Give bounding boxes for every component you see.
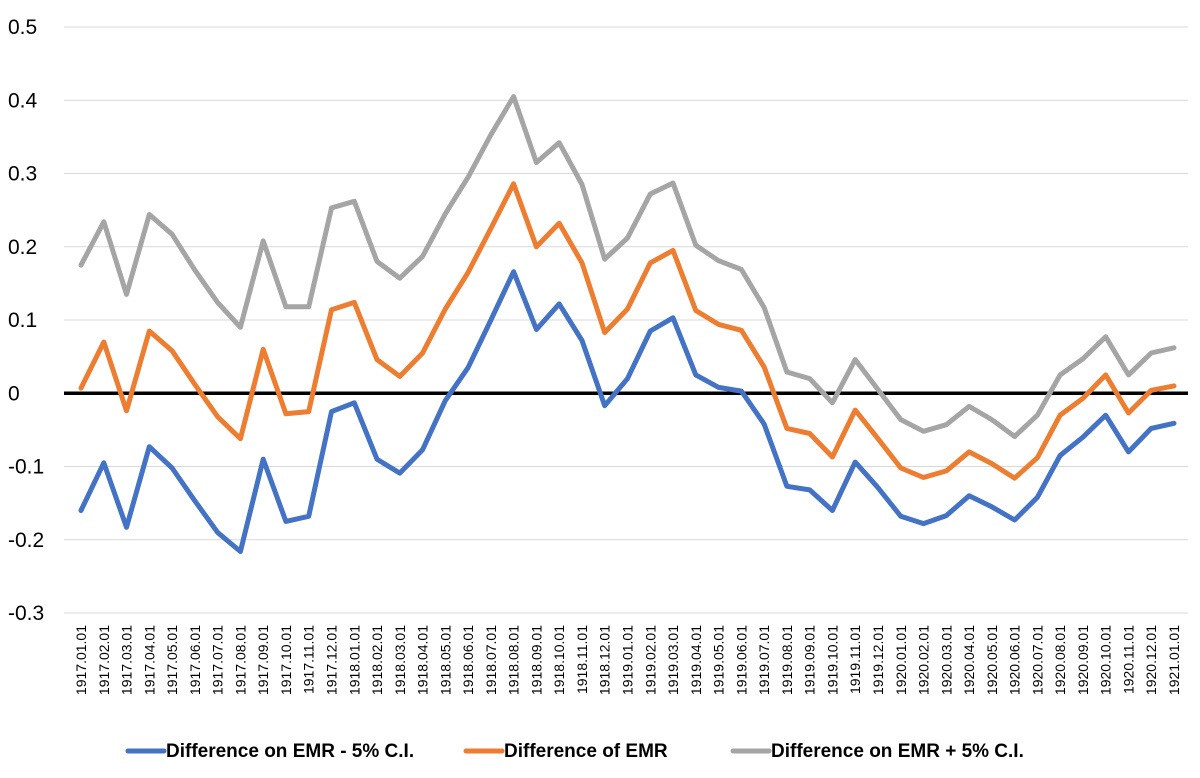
x-tick-label: 1917.08.01 [232, 625, 248, 695]
legend-label-3: Difference on EMR + 5% C.I. [771, 741, 1024, 762]
series-line-2 [78, 181, 1177, 481]
x-tick-label: 1917.05.01 [164, 625, 180, 695]
x-tick-label: 1919.02.01 [642, 625, 658, 695]
x-tick-label: 1919.07.01 [756, 625, 772, 695]
x-tick-label: 1919.12.01 [870, 625, 886, 695]
x-tick-label: 1919.04.01 [688, 625, 704, 695]
x-tick-label: 1920.02.01 [916, 625, 932, 695]
x-tick-label: 1917.10.01 [278, 625, 294, 695]
y-tick-label: -0.3 [8, 602, 44, 625]
y-tick-label: 0 [8, 382, 20, 405]
x-tick-label: 1920.07.01 [1029, 625, 1045, 695]
x-tick-label: 1919.10.01 [824, 625, 840, 695]
x-tick-label: 1920.10.01 [1098, 625, 1114, 695]
x-tick-label: 1917.04.01 [141, 625, 157, 695]
x-tick-label: 1917.06.01 [187, 625, 203, 695]
x-tick-label: 1919.01.01 [620, 625, 636, 695]
legend-label-2: Difference of EMR [504, 741, 668, 762]
x-tick-label: 1917.09.01 [255, 625, 271, 695]
x-axis: 1917.01.01 1917.02.01 1917.03.01 1917.04.01… [73, 625, 1182, 695]
y-tick-label: -0.1 [8, 456, 44, 479]
x-tick-label: 1918.02.01 [369, 625, 385, 695]
y-tick-label: 0.5 [8, 16, 37, 39]
x-tick-label: 1918.06.01 [460, 625, 476, 695]
x-tick-label: 1920.06.01 [1007, 625, 1023, 695]
legend-label-1: Difference on EMR - 5% C.I. [166, 741, 414, 762]
x-tick-label: 1917.12.01 [323, 625, 339, 695]
x-tick-label: 1918.07.01 [483, 625, 499, 695]
x-tick-label: 1918.08.01 [506, 625, 522, 695]
x-tick-label: 1920.09.01 [1075, 625, 1091, 695]
x-tick-label: 1919.08.01 [779, 625, 795, 695]
x-tick-label: 1919.05.01 [711, 625, 727, 695]
x-tick-label: 1920.03.01 [938, 625, 954, 695]
x-tick-label: 1918.03.01 [392, 625, 408, 695]
y-axis: 0.5 0.4 0.3 0.2 0.1 0 -0.1 -0.2 -0.3 [8, 16, 44, 625]
x-tick-label: 1917.01.01 [73, 625, 89, 695]
x-tick-label: 1918.04.01 [415, 625, 431, 695]
y-tick-label: 0.3 [8, 163, 37, 186]
x-tick-label: 1919.03.01 [665, 625, 681, 695]
x-tick-label: 1917.11.01 [301, 625, 317, 694]
x-tick-label: 1918.09.01 [528, 625, 544, 695]
y-tick-label: 0.2 [8, 236, 37, 259]
x-tick-label: 1917.03.01 [119, 625, 135, 695]
x-tick-label: 1919.11.01 [847, 625, 863, 694]
x-tick-label: 1920.01.01 [893, 625, 909, 695]
x-tick-label: 1919.06.01 [733, 625, 749, 695]
x-tick-label: 1918.10.01 [551, 625, 567, 695]
x-tick-label: 1918.01.01 [346, 625, 362, 695]
x-tick-label: 1920.08.01 [1052, 625, 1068, 695]
x-tick-label: 1920.05.01 [984, 625, 1000, 695]
y-tick-label: -0.2 [8, 529, 44, 552]
y-tick-label: 0.4 [8, 89, 38, 112]
x-tick-label: 1920.04.01 [961, 625, 977, 695]
x-tick-label: 1919.09.01 [802, 625, 818, 695]
x-tick-label: 1917.02.01 [96, 625, 112, 695]
y-tick-label: 0.1 [8, 309, 37, 332]
legend: Difference on EMR - 5% C.I. Difference of… [125, 741, 1024, 762]
series-line-3 [78, 94, 1177, 439]
x-tick-label: 1917.07.01 [210, 625, 226, 695]
x-tick-label: 1918.05.01 [437, 625, 453, 695]
series-line-1 [78, 269, 1177, 554]
x-tick-label: 1921.01.01 [1166, 625, 1182, 695]
x-tick-label: 1918.11.01 [574, 625, 590, 694]
x-tick-label: 1920.12.01 [1143, 625, 1159, 695]
series-lines [78, 94, 1177, 554]
x-tick-label: 1920.11.01 [1120, 625, 1136, 694]
x-tick-label: 1918.12.01 [597, 625, 613, 695]
